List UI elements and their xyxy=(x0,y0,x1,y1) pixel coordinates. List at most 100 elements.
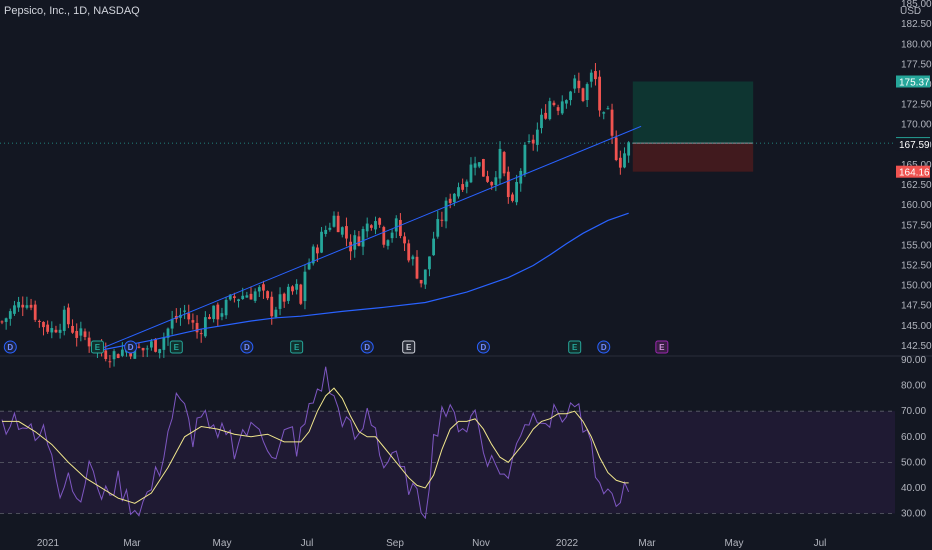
candle-body[interactable] xyxy=(212,305,216,319)
candle-body[interactable] xyxy=(345,226,348,239)
candle-body[interactable] xyxy=(291,286,294,292)
candle-body[interactable] xyxy=(353,235,357,250)
trendline[interactable] xyxy=(101,125,642,349)
candle-body[interactable] xyxy=(374,221,377,230)
candle-body[interactable] xyxy=(365,223,369,232)
candle-body[interactable] xyxy=(58,329,62,333)
candle-body[interactable] xyxy=(54,329,58,333)
dividend-marker[interactable] xyxy=(597,340,611,354)
candle-body[interactable] xyxy=(320,231,323,253)
rsi-line[interactable] xyxy=(1,366,630,520)
candle-body[interactable] xyxy=(299,284,303,304)
candle-body[interactable] xyxy=(506,171,510,198)
candle-body[interactable] xyxy=(79,328,83,336)
candle-body[interactable] xyxy=(594,71,597,80)
candle-body[interactable] xyxy=(494,177,498,185)
candle-body[interactable] xyxy=(270,296,274,317)
candle-body[interactable] xyxy=(220,313,224,317)
candle-body[interactable] xyxy=(249,293,253,300)
candle-body[interactable] xyxy=(407,243,411,261)
candle-body[interactable] xyxy=(548,101,552,120)
candle-body[interactable] xyxy=(490,182,494,186)
candle-body[interactable] xyxy=(552,102,556,106)
earnings-marker[interactable] xyxy=(290,340,304,354)
candle-body[interactable] xyxy=(332,215,336,227)
candle-body[interactable] xyxy=(448,198,452,203)
candle-body[interactable] xyxy=(62,309,66,331)
candle-body[interactable] xyxy=(535,129,539,145)
candle-body[interactable] xyxy=(623,153,626,168)
loss-zone[interactable] xyxy=(632,143,754,172)
candle-body[interactable] xyxy=(610,109,614,136)
price-axis[interactable]: 142.50 145.00 147.50 150.00 152.50 155.00 157.… xyxy=(896,0,932,520)
dividend-marker[interactable] xyxy=(240,340,254,354)
candle-body[interactable] xyxy=(295,283,299,290)
time-axis[interactable]: 2021 Mar May Jul Sep Nov 2022 Mar May Jul xyxy=(37,538,827,549)
candle-body[interactable] xyxy=(565,100,568,104)
candle-body[interactable] xyxy=(42,321,45,328)
candle-body[interactable] xyxy=(598,76,601,111)
candle-body[interactable] xyxy=(465,181,469,187)
candle-body[interactable] xyxy=(606,108,610,110)
candle-body[interactable] xyxy=(50,328,54,333)
candle-body[interactable] xyxy=(120,349,124,356)
candle-body[interactable] xyxy=(191,320,195,323)
candle-body[interactable] xyxy=(183,310,186,312)
candle-body[interactable] xyxy=(581,88,585,102)
candle-body[interactable] xyxy=(457,187,460,197)
candle-body[interactable] xyxy=(208,316,211,320)
candle-body[interactable] xyxy=(627,142,631,156)
rsi-pane[interactable] xyxy=(0,366,895,520)
candle-body[interactable] xyxy=(274,309,278,318)
dividend-marker[interactable] xyxy=(476,340,490,354)
price-tag[interactable] xyxy=(896,138,930,151)
candle-body[interactable] xyxy=(154,338,157,352)
candle-body[interactable] xyxy=(461,184,465,190)
candle-body[interactable] xyxy=(112,351,116,360)
earnings-marker[interactable] xyxy=(655,340,669,354)
candle-body[interactable] xyxy=(199,333,203,335)
candle-body[interactable] xyxy=(203,317,207,337)
candle-body[interactable] xyxy=(515,181,518,203)
candle-body[interactable] xyxy=(233,296,236,298)
candle-body[interactable] xyxy=(556,107,560,111)
candle-body[interactable] xyxy=(253,291,257,301)
candle-body[interactable] xyxy=(349,241,352,252)
candle-body[interactable] xyxy=(303,271,307,302)
candle-body[interactable] xyxy=(336,215,340,233)
candle-body[interactable] xyxy=(386,240,390,246)
candle-body[interactable] xyxy=(67,307,70,325)
candle-body[interactable] xyxy=(166,328,170,338)
candle-body[interactable] xyxy=(511,194,514,201)
dividend-marker[interactable] xyxy=(3,340,17,354)
candle-body[interactable] xyxy=(324,229,328,234)
candle-body[interactable] xyxy=(328,227,332,230)
candle-body[interactable] xyxy=(531,139,535,144)
candle-body[interactable] xyxy=(544,112,548,119)
candle-body[interactable] xyxy=(482,158,485,177)
candle-body[interactable] xyxy=(237,299,240,301)
candle-body[interactable] xyxy=(37,320,41,322)
candle-body[interactable] xyxy=(307,262,311,270)
profit-zone[interactable] xyxy=(632,81,754,144)
candle-body[interactable] xyxy=(29,304,33,308)
candle-body[interactable] xyxy=(13,305,16,314)
candle-body[interactable] xyxy=(519,170,523,184)
candle-body[interactable] xyxy=(473,163,477,168)
candle-body[interactable] xyxy=(569,91,572,101)
candle-body[interactable] xyxy=(502,152,506,174)
rsi-ma-line[interactable] xyxy=(2,387,629,504)
candle-body[interactable] xyxy=(411,256,415,260)
candle-body[interactable] xyxy=(216,304,220,320)
candle-body[interactable] xyxy=(162,337,166,350)
candle-body[interactable] xyxy=(527,141,531,143)
moving-average-line[interactable] xyxy=(101,212,629,351)
candle-body[interactable] xyxy=(262,284,265,291)
candle-body[interactable] xyxy=(340,227,344,235)
candle-body[interactable] xyxy=(369,225,373,228)
earnings-marker[interactable] xyxy=(169,340,183,354)
candle-body[interactable] xyxy=(266,291,269,299)
candle-body[interactable] xyxy=(8,311,12,319)
candle-body[interactable] xyxy=(585,84,589,101)
candle-body[interactable] xyxy=(195,322,199,333)
